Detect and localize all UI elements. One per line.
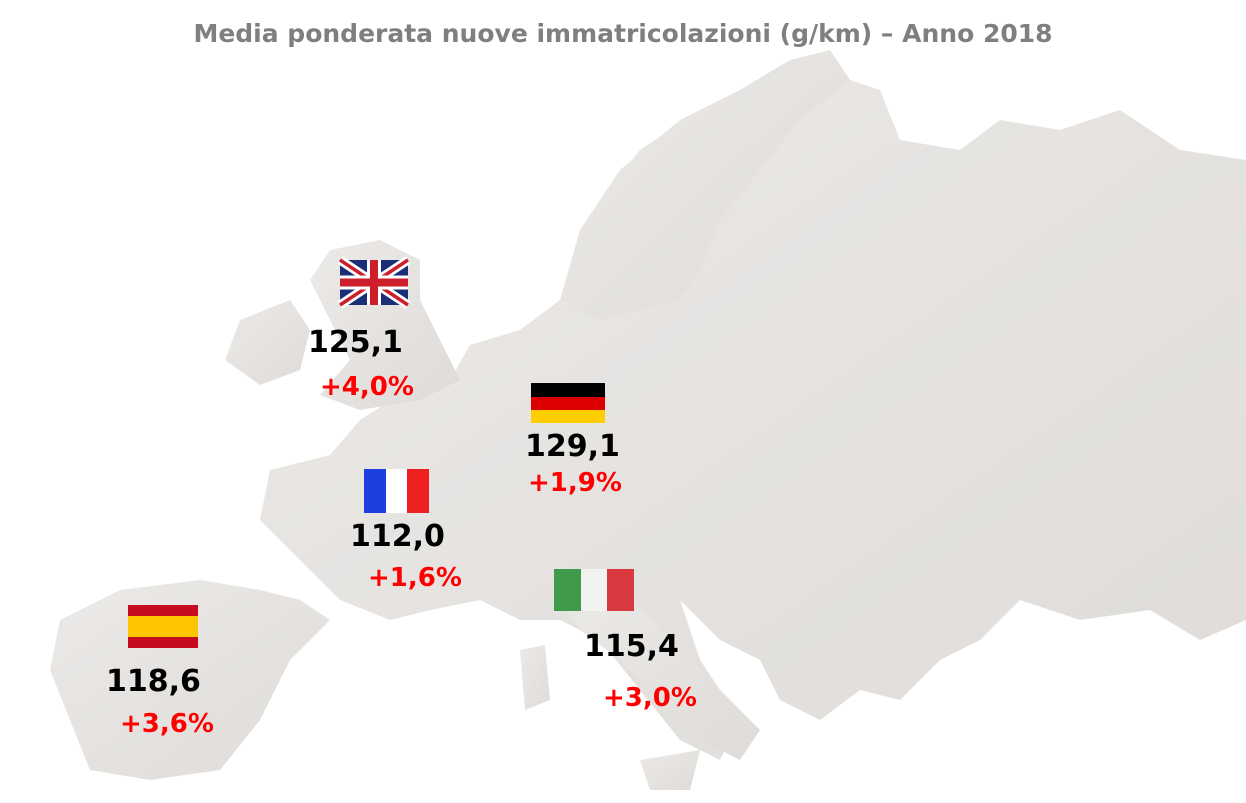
title: Media ponderata nuove immatricolazioni (… <box>193 19 1052 48</box>
change-label: +4,0% <box>320 372 414 402</box>
europe-map <box>50 50 1246 790</box>
value-label: 125,1 <box>308 325 403 360</box>
flag-germany <box>531 383 605 423</box>
change-label: +1,6% <box>368 563 462 593</box>
change-label: +3,6% <box>120 709 214 739</box>
value-label: 118,6 <box>106 664 201 699</box>
change-label: +1,9% <box>528 468 622 498</box>
value-label: 115,4 <box>584 629 679 664</box>
flag-italy <box>554 569 634 611</box>
flag-spain <box>128 605 198 648</box>
value-label: 129,1 <box>525 429 620 464</box>
value-label: 112,0 <box>350 519 445 554</box>
change-label: +3,0% <box>603 683 697 713</box>
flag-uk <box>337 256 411 309</box>
flag-france <box>364 469 429 513</box>
